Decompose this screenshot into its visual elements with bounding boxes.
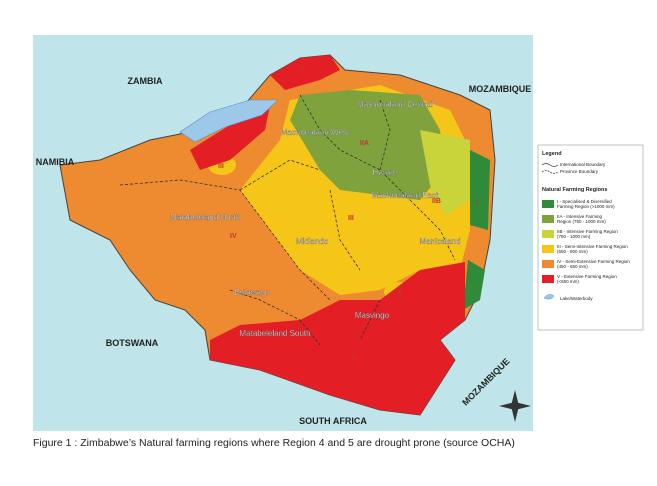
legend-label: Farming Region (>1000 mm) [557,204,615,209]
country-label: BOTSWANA [106,338,159,348]
province-label: Midlands [296,237,328,246]
region-v [270,55,340,90]
legend-label: (450 - 650 mm) [557,264,588,269]
region-label: III [218,163,224,170]
region-i [470,150,490,230]
legend-label: V - Extensive Farming Region [557,274,617,279]
country-label: NAMIBIA [36,157,75,167]
region-label: IIB [432,198,441,205]
region-label: IV [230,233,237,240]
province-labels: Mashonaland Central Mashonaland West Har… [170,100,461,338]
province-label: Masvingo [355,311,390,320]
legend-label: IIB - Intensive Farming Region [557,229,618,234]
legend-label: (650 - 800 mm) [557,249,588,254]
legend-label: IIA - Intensive Farming [557,214,603,219]
caption: Figure 1 : Zimbabwe’s Natural farming re… [33,437,515,449]
country-label: ZAMBIA [128,76,163,86]
legend-box [537,144,644,331]
legend-label: Lake/Waterbody [560,296,593,301]
region-label: V [352,355,357,362]
legend-label: III - Semi-Intensive Farming Region [557,244,628,249]
zimbabwe-map [59,54,496,416]
region-label: IIA [360,140,369,147]
province-label: Mashonaland West [281,128,350,137]
province-label: Harare [373,168,398,177]
province-label: Matabeleland South [239,329,310,338]
province-label: Manicaland [420,237,461,246]
legend-label: (750 - 1000 mm) [557,234,591,239]
legend-swatch [542,275,554,283]
legend-swatch [542,215,554,223]
legend-swatch [542,200,554,208]
region-iib [420,130,470,215]
province-label: Bulawayo [235,288,270,297]
legend-label: (<650 mm) [557,279,579,284]
country-label: SOUTH AFRICA [299,416,367,426]
region-v [210,262,465,415]
legend-swatch [542,245,554,253]
legend: Legend International Boundary Province B… [537,144,644,331]
region-label: V [300,65,305,72]
compass [499,390,531,422]
legend-subtitle: Natural Farming Regions [542,187,607,193]
compass-rose [499,390,531,422]
legend-title: Legend [542,151,562,157]
region-label: III [396,290,402,297]
region-label: III [348,215,354,222]
region-label: I [476,200,478,207]
legend-label: International Boundary [560,162,606,167]
country-label: MOZAMBIQUE [469,84,532,94]
legend-label: Region (750 - 1000 mm) [557,219,606,224]
legend-swatch [542,260,554,268]
region-labels: V IIA IIB III III IV III V I [218,65,478,362]
region-i [463,260,485,310]
legend-symbol [541,163,559,167]
legend-swatch [542,230,554,238]
legend-label: I - Specialised & Diversified [557,199,612,204]
legend-label: Province Boundary [560,169,599,174]
legend-label: IV - Semi-Extensive Farming Region [557,259,630,264]
province-boundary [119,94,456,346]
province-label: Mashonaland East [372,191,439,200]
legend-swatch [543,294,555,300]
province-label: Mashonaland Central [357,100,433,109]
region-iia [290,90,445,200]
lake-kariba [179,99,279,143]
province-label: Matabeleland North [170,213,240,222]
region-v [190,105,270,170]
